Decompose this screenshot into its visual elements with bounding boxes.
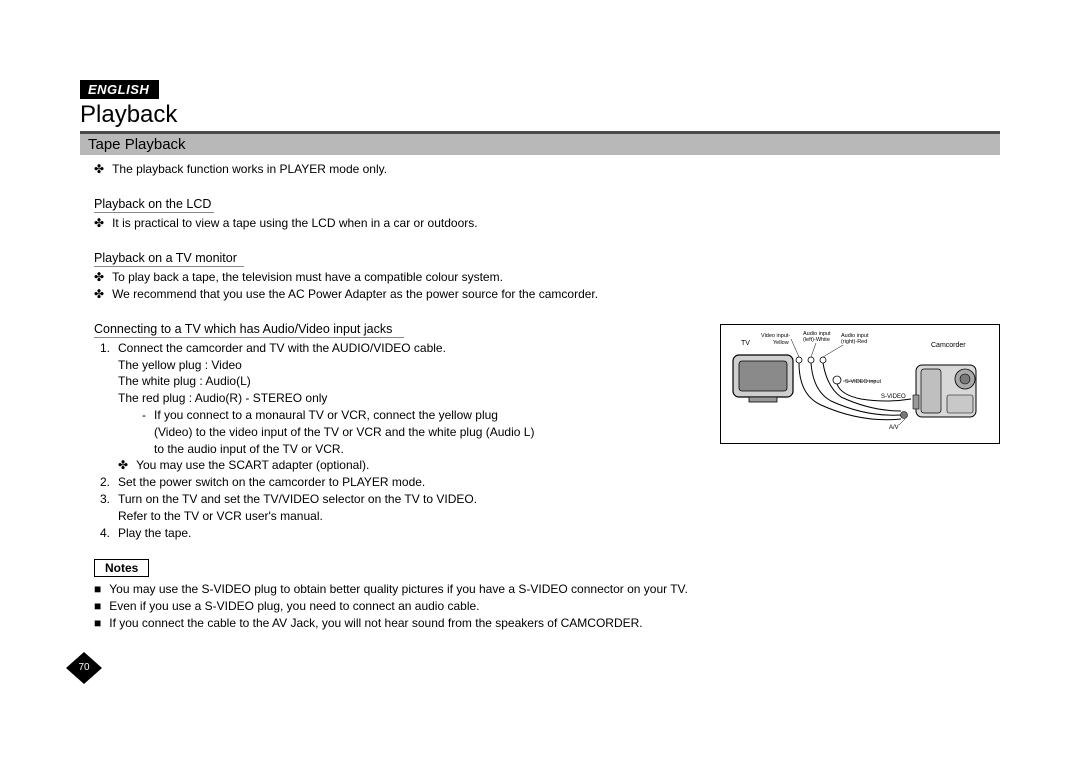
tv-label: TV xyxy=(741,340,750,347)
subheading-lcd: Playback on the LCD xyxy=(94,197,1000,211)
note-3-text: If you connect the cable to the AV Jack,… xyxy=(109,615,642,632)
lcd-bullet: ✤ It is practical to view a tape using t… xyxy=(94,215,1000,231)
step-num: 3. xyxy=(94,491,110,525)
camcorder-icon xyxy=(913,365,976,417)
step-3: 3. Turn on the TV and set the TV/VIDEO s… xyxy=(94,491,698,525)
bullet-icon: ✤ xyxy=(94,286,104,302)
underline xyxy=(94,337,404,338)
bullet-icon: ✤ xyxy=(94,215,104,231)
underline xyxy=(94,266,244,267)
step-4: 4. Play the tape. xyxy=(94,525,698,542)
av-label: A/V xyxy=(889,425,899,431)
step-2: 2. Set the power switch on the camcorder… xyxy=(94,474,698,491)
video-in-label2: Yellow xyxy=(773,340,789,346)
step-1-dash: - If you connect to a monaural TV or VCR… xyxy=(142,407,698,457)
step-num: 4. xyxy=(94,525,110,542)
svideo-label: S-VIDEO xyxy=(881,394,906,400)
tail-text: You may use the SCART adapter (optional)… xyxy=(136,457,369,474)
underline xyxy=(94,212,214,213)
step-1-text: Connect the camcorder and TV with the AU… xyxy=(118,340,698,357)
subheading-lcd-text: Playback on the LCD xyxy=(94,197,211,211)
dash-icon: - xyxy=(142,407,146,457)
note-2: ■ Even if you use a S-VIDEO plug, you ne… xyxy=(94,598,1000,615)
step-3-line: Refer to the TV or VCR user's manual. xyxy=(118,508,698,525)
lcd-bullet-text: It is practical to view a tape using the… xyxy=(112,215,478,231)
notes-heading: Notes xyxy=(94,559,149,577)
bullet-icon: ✤ xyxy=(118,457,128,474)
bullet-icon: ✤ xyxy=(94,269,104,285)
dash-line: If you connect to a monaural TV or VCR, … xyxy=(154,407,534,424)
step-1-line: The yellow plug : Video xyxy=(118,357,698,374)
bullet-icon: ■ xyxy=(94,581,101,598)
intro-text: The playback function works in PLAYER mo… xyxy=(112,161,387,177)
language-badge: ENGLISH xyxy=(80,80,159,99)
tv-bullet-2: ✤ We recommend that you use the AC Power… xyxy=(94,286,1000,302)
dash-line: to the audio input of the TV or VCR. xyxy=(154,441,534,458)
tv-icon xyxy=(733,355,793,402)
tv-bullet-2-text: We recommend that you use the AC Power A… xyxy=(112,286,598,302)
bullet-icon: ✤ xyxy=(94,161,104,177)
svideo-in-label: S-VIDEO input xyxy=(845,379,882,385)
dash-line: (Video) to the video input of the TV or … xyxy=(154,424,534,441)
page-number-badge: 70 xyxy=(66,652,102,684)
bullet-icon: ■ xyxy=(94,615,101,632)
page-title: Playback xyxy=(80,101,1000,129)
intro-bullet: ✤ The playback function works in PLAYER … xyxy=(94,161,1000,177)
note-1-text: You may use the S-VIDEO plug to obtain b… xyxy=(109,581,688,598)
step-num: 1. xyxy=(94,340,110,474)
section-heading: Tape Playback xyxy=(80,134,1000,155)
step-2-text: Set the power switch on the camcorder to… xyxy=(118,474,698,491)
bullet-icon: ■ xyxy=(94,598,101,615)
step-4-text: Play the tape. xyxy=(118,525,698,542)
tv-bullet-1: ✤ To play back a tape, the television mu… xyxy=(94,269,1000,285)
camcorder-label: Camcorder xyxy=(931,342,966,349)
step-1: 1. Connect the camcorder and TV with the… xyxy=(94,340,698,474)
manual-page: ENGLISH Playback Tape Playback ✤ The pla… xyxy=(80,80,1000,632)
note-3: ■ If you connect the cable to the AV Jac… xyxy=(94,615,1000,632)
subheading-tv: Playback on a TV monitor xyxy=(94,251,1000,265)
step-1-line: The red plug : Audio(R) - STEREO only xyxy=(118,390,698,407)
step-3-text: Turn on the TV and set the TV/VIDEO sele… xyxy=(118,491,698,508)
step-num: 2. xyxy=(94,474,110,491)
subheading-tv-text: Playback on a TV monitor xyxy=(94,251,237,265)
audio-r-label2: (right)-Red xyxy=(841,339,867,345)
steps-column: 1. Connect the camcorder and TV with the… xyxy=(80,340,698,542)
page-number: 70 xyxy=(66,652,102,684)
note-1: ■ You may use the S-VIDEO plug to obtain… xyxy=(94,581,1000,598)
note-2-text: Even if you use a S-VIDEO plug, you need… xyxy=(109,598,479,615)
tv-bullet-1-text: To play back a tape, the television must… xyxy=(112,269,503,285)
step-1-line: The white plug : Audio(L) xyxy=(118,373,698,390)
video-in-label: Video input- xyxy=(761,333,790,339)
audio-l-label2: (left)-White xyxy=(803,337,830,343)
connection-diagram: TV Video input- Yellow Audio input (left… xyxy=(720,324,1000,444)
subheading-av-text: Connecting to a TV which has Audio/Video… xyxy=(94,322,392,336)
step-1-tail: ✤ You may use the SCART adapter (optiona… xyxy=(118,457,698,474)
